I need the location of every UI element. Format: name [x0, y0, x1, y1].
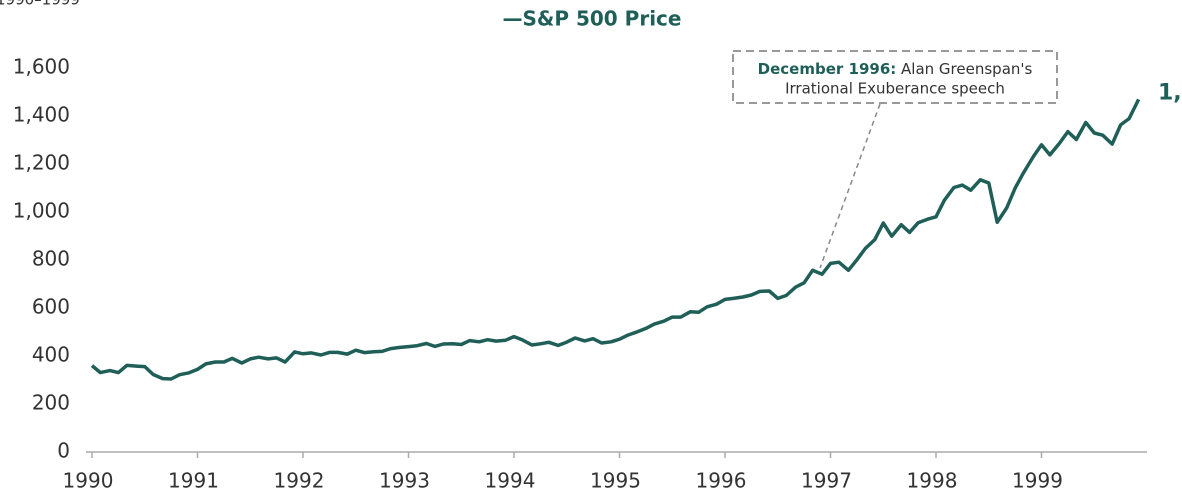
x-tick-label: 1998 [907, 469, 958, 493]
leader-line [819, 103, 881, 269]
y-tick-label: 1,600 [13, 55, 70, 79]
y-tick-label: 600 [32, 295, 70, 319]
x-tick-label: 1990 [63, 469, 114, 493]
annotation-text: Irrational Exuberance speech [785, 80, 1005, 98]
x-tick-label: 1997 [801, 469, 852, 493]
x-tick-label: 1993 [379, 469, 430, 493]
y-tick-label: 800 [32, 247, 70, 271]
annotation: December 1996: Alan Greenspan's [758, 60, 1033, 78]
legend-entry: —S&P 500 Price [503, 7, 682, 31]
y-tick-label: 1,200 [13, 151, 70, 175]
x-tick-label: 1991 [168, 469, 219, 493]
subtitle: 1990–1999 [0, 0, 80, 9]
y-tick-label: 1,400 [13, 103, 70, 127]
y-tick-label: 1,000 [13, 199, 70, 223]
y-tick-label: 400 [32, 343, 70, 367]
x-tick-label: 1996 [696, 469, 747, 493]
y-tick-label: 200 [32, 391, 70, 415]
price-line [90, 98, 1141, 381]
annotation-box [732, 50, 1058, 104]
x-tick-label: 1999 [1012, 469, 1063, 493]
x-tick-label: 1992 [274, 469, 325, 493]
annotation-text: Alan Greenspan's [896, 60, 1032, 78]
y-tick-label: 0 [57, 439, 70, 463]
end-label: 1,469 [1158, 80, 1182, 105]
x-tick-label: 1994 [485, 469, 536, 493]
annotation-bold: December 1996: [758, 60, 897, 78]
x-tick-label: 1995 [590, 469, 641, 493]
